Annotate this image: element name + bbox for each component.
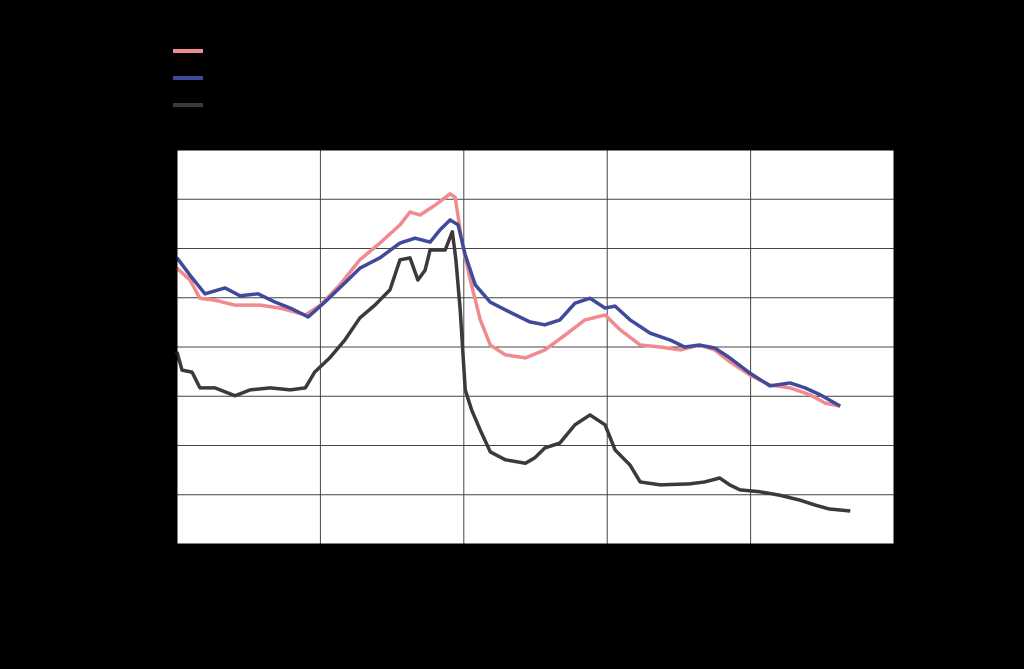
series-line: [175, 218, 842, 408]
series-line: [175, 230, 851, 513]
plot-frame: [176, 149, 895, 545]
